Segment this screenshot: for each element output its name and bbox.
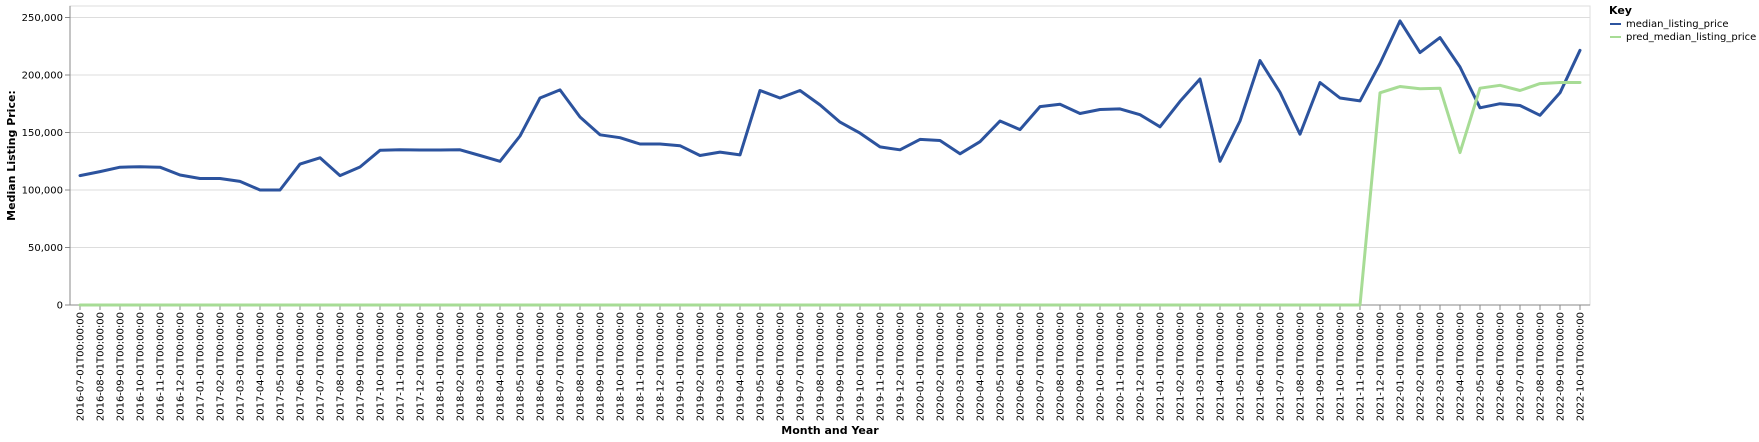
x-tick-label: 2019-09-01T00:00:00 [836, 312, 847, 421]
x-tick-label: 2020-06-01T00:00:00 [1016, 312, 1027, 421]
y-tick-label: 100,000 [22, 186, 63, 197]
x-tick-label: 2019-02-01T00:00:00 [696, 312, 707, 421]
x-tick-label: 2020-03-01T00:00:00 [956, 312, 967, 421]
x-tick-label: 2018-12-01T00:00:00 [656, 312, 667, 421]
y-tick-label: 50,000 [28, 243, 63, 254]
x-tick-label: 2017-02-01T00:00:00 [216, 312, 227, 421]
x-tick-label: 2022-06-01T00:00:00 [1496, 312, 1507, 421]
x-tick-label: 2018-01-01T00:00:00 [436, 312, 447, 421]
legend-label: pred_median_listing_price [1626, 32, 1756, 43]
x-tick-label: 2018-10-01T00:00:00 [616, 312, 627, 421]
x-tick-label: 2018-11-01T00:00:00 [636, 312, 647, 421]
x-tick-label: 2021-10-01T00:00:00 [1336, 312, 1347, 421]
y-tick-label: 200,000 [22, 71, 63, 82]
x-tick-label: 2017-10-01T00:00:00 [376, 312, 387, 421]
x-tick-label: 2021-03-01T00:00:00 [1196, 312, 1207, 421]
x-tick-label: 2019-05-01T00:00:00 [756, 312, 767, 421]
x-tick-label: 2017-07-01T00:00:00 [316, 312, 327, 421]
x-tick-label: 2020-09-01T00:00:00 [1076, 312, 1087, 421]
x-tick-label: 2017-11-01T00:00:00 [396, 312, 407, 421]
x-tick-label: 2020-11-01T00:00:00 [1116, 312, 1127, 421]
x-tick-label: 2017-01-01T00:00:00 [196, 312, 207, 421]
legend-title: Key [1609, 4, 1632, 17]
x-axis-title: Month and Year [781, 424, 879, 437]
x-tick-label: 2017-03-01T00:00:00 [236, 312, 247, 421]
x-tick-label: 2018-09-01T00:00:00 [596, 312, 607, 421]
x-tick-label: 2018-02-01T00:00:00 [456, 312, 467, 421]
y-axis-title: Median Listing Price: [5, 90, 18, 221]
x-tick-label: 2019-10-01T00:00:00 [856, 312, 867, 421]
x-tick-label: 2020-02-01T00:00:00 [936, 312, 947, 421]
y-tick-label: 250,000 [22, 13, 63, 24]
x-tick-label: 2020-01-01T00:00:00 [916, 312, 927, 421]
x-tick-label: 2020-04-01T00:00:00 [976, 312, 987, 421]
x-tick-label: 2020-05-01T00:00:00 [996, 312, 1007, 421]
x-tick-label: 2022-09-01T00:00:00 [1556, 312, 1567, 421]
y-axis: 0 50,000 100,000 150,000 200,000 250,000 [22, 6, 71, 312]
x-tick-label: 2017-09-01T00:00:00 [356, 312, 367, 421]
x-tick-label: 2021-02-01T00:00:00 [1176, 312, 1187, 421]
x-tick-label: 2022-05-01T00:00:00 [1476, 312, 1487, 421]
x-tick-label: 2021-05-01T00:00:00 [1236, 312, 1247, 421]
legend: Key median_listing_price pred_median_list… [1609, 4, 1756, 43]
x-tick-label: 2021-04-01T00:00:00 [1216, 312, 1227, 421]
x-tick-label: 2019-04-01T00:00:00 [736, 312, 747, 421]
x-tick-label: 2016-08-01T00:00:00 [96, 312, 107, 421]
x-tick-label: 2019-06-01T00:00:00 [776, 312, 787, 421]
x-tick-label: 2022-01-01T00:00:00 [1396, 312, 1407, 421]
x-tick-label: 2020-10-01T00:00:00 [1096, 312, 1107, 421]
legend-label: median_listing_price [1626, 19, 1729, 30]
x-tick-label: 2020-07-01T00:00:00 [1036, 312, 1047, 421]
x-tick-label: 2022-07-01T00:00:00 [1516, 312, 1527, 421]
x-tick-label: 2019-08-01T00:00:00 [816, 312, 827, 421]
x-tick-label: 2022-08-01T00:00:00 [1536, 312, 1547, 421]
x-tick-label: 2018-06-01T00:00:00 [536, 312, 547, 421]
x-tick-label: 2021-07-01T00:00:00 [1276, 312, 1287, 421]
x-tick-label: 2019-12-01T00:00:00 [896, 312, 907, 421]
x-tick-label: 2020-12-01T00:00:00 [1136, 312, 1147, 421]
x-tick-label: 2017-04-01T00:00:00 [256, 312, 267, 421]
x-tick-label: 2019-07-01T00:00:00 [796, 312, 807, 421]
series-lines [78, 19, 1582, 307]
x-tick-label: 2017-08-01T00:00:00 [336, 312, 347, 421]
x-tick-label: 2020-08-01T00:00:00 [1056, 312, 1067, 421]
series-line-median-listing-price [78, 19, 1582, 192]
x-tick-label: 2016-10-01T00:00:00 [136, 312, 147, 421]
x-tick-label: 2016-12-01T00:00:00 [176, 312, 187, 421]
x-tick-label: 2018-05-01T00:00:00 [516, 312, 527, 421]
x-tick-label: 2017-06-01T00:00:00 [296, 312, 307, 421]
y-tick-label: 150,000 [22, 128, 63, 139]
x-tick-label: 2019-01-01T00:00:00 [676, 312, 687, 421]
x-tick-label: 2016-07-01T00:00:00 [76, 312, 87, 421]
series-line-pred-median-listing-price [78, 81, 1582, 307]
x-tick-label: 2018-07-01T00:00:00 [556, 312, 567, 421]
x-tick-label: 2018-03-01T00:00:00 [476, 312, 487, 421]
x-tick-label: 2021-11-01T00:00:00 [1356, 312, 1367, 421]
x-tick-label: 2021-09-01T00:00:00 [1316, 312, 1327, 421]
x-tick-label: 2019-03-01T00:00:00 [716, 312, 727, 421]
plot-area [69, 5, 1591, 306]
x-tick-label: 2021-12-01T00:00:00 [1376, 312, 1387, 421]
x-tick-label: 2017-12-01T00:00:00 [416, 312, 427, 421]
x-tick-label: 2022-02-01T00:00:00 [1416, 312, 1427, 421]
y-tick-label: 0 [57, 301, 63, 312]
x-tick-label: 2016-11-01T00:00:00 [156, 312, 167, 421]
x-tick-label: 2022-03-01T00:00:00 [1436, 312, 1447, 421]
x-tick-label: 2021-08-01T00:00:00 [1296, 312, 1307, 421]
x-tick-label: 2022-10-01T00:00:00 [1576, 312, 1587, 421]
x-tick-label: 2019-11-01T00:00:00 [876, 312, 887, 421]
x-tick-label: 2018-04-01T00:00:00 [496, 312, 507, 421]
x-tick-label: 2022-04-01T00:00:00 [1456, 312, 1467, 421]
x-tick-label: 2017-05-01T00:00:00 [276, 312, 287, 421]
x-tick-label: 2021-01-01T00:00:00 [1156, 312, 1167, 421]
x-tick-label: 2016-09-01T00:00:00 [116, 312, 127, 421]
plot-frame [69, 5, 1591, 306]
x-tick-label: 2021-06-01T00:00:00 [1256, 312, 1267, 421]
x-tick-label: 2018-08-01T00:00:00 [576, 312, 587, 421]
x-axis: 2016-07-01T00:00:00 2016-08-01T00:00:00 20… [70, 304, 1590, 421]
